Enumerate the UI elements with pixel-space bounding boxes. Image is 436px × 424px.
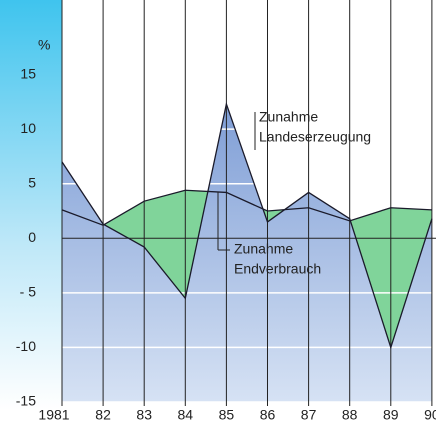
y-unit: % — [38, 37, 50, 53]
y-tick-label: 10 — [20, 120, 36, 136]
y-tick-label: -15 — [16, 393, 36, 409]
y-tick-label: 15 — [20, 65, 36, 81]
annotation: Endverbrauch — [234, 261, 321, 277]
side-strip — [0, 0, 62, 410]
x-tick-label: 83 — [136, 407, 152, 423]
annotation: Zunahme — [234, 241, 293, 257]
x-tick-label: 89 — [383, 407, 399, 423]
x-tick-label: 87 — [301, 407, 317, 423]
y-tick-label: -10 — [16, 338, 36, 354]
annotation: Landeserzeugung — [259, 129, 371, 145]
annotation: Zunahme — [259, 109, 318, 125]
lines — [61, 101, 433, 350]
line — [61, 101, 433, 350]
area — [62, 104, 432, 402]
y-tick-label: 5 — [28, 174, 36, 190]
y-tick-label: - 5 — [20, 284, 37, 300]
x-tick-label: 86 — [260, 407, 276, 423]
fills — [62, 104, 432, 402]
y-tick-label: 0 — [28, 229, 36, 245]
line — [61, 189, 432, 226]
x-tick-label: 85 — [219, 407, 235, 423]
grid — [61, 0, 436, 406]
x-tick-label: 1981 — [38, 407, 69, 423]
x-tick-label: 88 — [342, 407, 358, 423]
x-tick-label: 90 — [424, 407, 436, 423]
x-tick-label: 84 — [178, 407, 194, 423]
x-tick-label: 82 — [95, 407, 111, 423]
